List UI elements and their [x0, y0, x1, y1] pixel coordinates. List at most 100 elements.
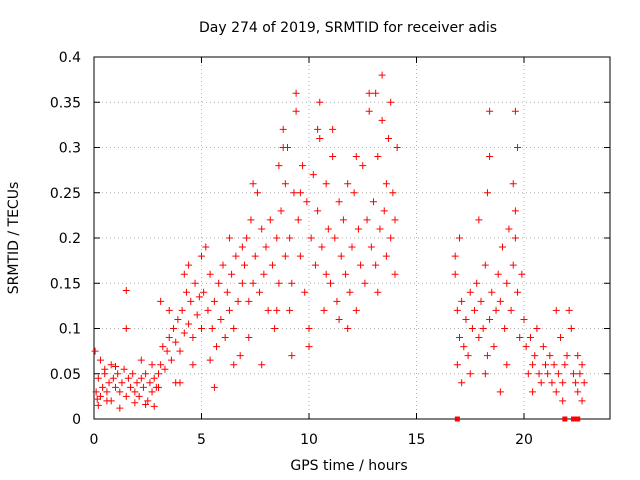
data-point: [286, 234, 294, 242]
data-point: [193, 311, 201, 319]
data-point: [210, 297, 218, 305]
data-point: [335, 198, 343, 206]
y-tick-label: 0.2: [59, 231, 81, 247]
data-point: [180, 329, 188, 337]
data-point: [264, 306, 272, 314]
data-point: [514, 288, 522, 296]
data-point: [382, 252, 390, 260]
data-point: [378, 116, 386, 124]
data-point: [120, 365, 128, 373]
data-point: [511, 207, 519, 215]
data-point: [124, 374, 132, 382]
data-point: [339, 216, 347, 224]
data-point: [496, 297, 504, 305]
data-point: [294, 216, 302, 224]
data-point: [477, 297, 485, 305]
data-point: [548, 379, 556, 387]
data-point: [481, 370, 489, 378]
data-point: [567, 325, 575, 332]
data-point: [554, 370, 562, 378]
data-point: [103, 388, 111, 396]
data-point: [292, 107, 300, 115]
data-point: [490, 343, 498, 351]
data-point: [137, 374, 145, 382]
data-point: [96, 356, 104, 364]
data-point: [279, 125, 287, 133]
data-point: [232, 252, 240, 260]
data-point: [533, 325, 541, 332]
data-point: [335, 315, 343, 323]
data-point: [309, 171, 317, 179]
data-point: [311, 261, 319, 269]
data-point: [256, 288, 264, 296]
data-point: [161, 365, 169, 373]
data-point: [507, 306, 515, 314]
data-point: [277, 207, 285, 215]
data-point: [296, 189, 304, 197]
data-point: [342, 270, 350, 278]
data-point: [148, 361, 156, 369]
data-point: [275, 162, 283, 170]
data-point: [481, 261, 489, 269]
data-point: [479, 325, 487, 332]
y-tick-label: 0.4: [59, 50, 81, 66]
data-point: [204, 306, 212, 314]
data-point: [217, 315, 225, 323]
data-point: [243, 234, 251, 242]
data-point: [552, 306, 560, 314]
data-point: [514, 144, 522, 151]
data-point: [456, 234, 463, 242]
data-point: [210, 383, 218, 391]
data-point: [486, 153, 494, 161]
data-point: [241, 261, 248, 269]
data-point: [213, 343, 221, 351]
data-point: [453, 361, 461, 369]
data-point: [522, 343, 530, 351]
data-point: [167, 356, 175, 364]
data-point: [365, 107, 373, 115]
y-tick-label: 0.3: [59, 141, 81, 157]
data-point: [157, 297, 165, 305]
data-point: [206, 270, 214, 278]
data-point: [249, 180, 257, 188]
data-point: [574, 352, 582, 360]
data-point: [200, 288, 208, 296]
data-point: [374, 153, 382, 161]
data-point: [94, 401, 102, 409]
data-point: [122, 325, 130, 332]
data-point: [245, 297, 253, 305]
data-point: [458, 379, 466, 387]
data-point: [494, 270, 502, 278]
data-point: [374, 288, 382, 296]
data-point: [202, 243, 210, 251]
data-point: [552, 388, 560, 396]
data-point: [122, 286, 130, 294]
data-point: [460, 343, 468, 351]
data-point: [348, 243, 356, 251]
data-point: [288, 352, 296, 360]
zero-marker: [570, 416, 576, 422]
data-point: [187, 297, 195, 305]
data-point: [219, 261, 227, 269]
data-point: [380, 207, 388, 215]
data-point: [499, 243, 506, 251]
data-point: [327, 279, 334, 287]
data-point: [537, 379, 545, 387]
data-point: [92, 388, 100, 396]
data-point: [253, 189, 261, 197]
data-point: [316, 98, 324, 106]
data-point: [258, 225, 266, 233]
data-point: [189, 361, 197, 369]
data-point: [94, 374, 102, 382]
data-point: [284, 144, 291, 151]
data-point: [337, 252, 345, 260]
zero-marker: [575, 416, 581, 422]
data-point: [539, 343, 547, 351]
data-point: [466, 288, 474, 296]
data-point: [526, 334, 534, 342]
data-point: [101, 365, 109, 373]
data-point: [292, 89, 300, 97]
data-point: [344, 325, 352, 332]
y-tick-label: 0.05: [50, 367, 81, 383]
